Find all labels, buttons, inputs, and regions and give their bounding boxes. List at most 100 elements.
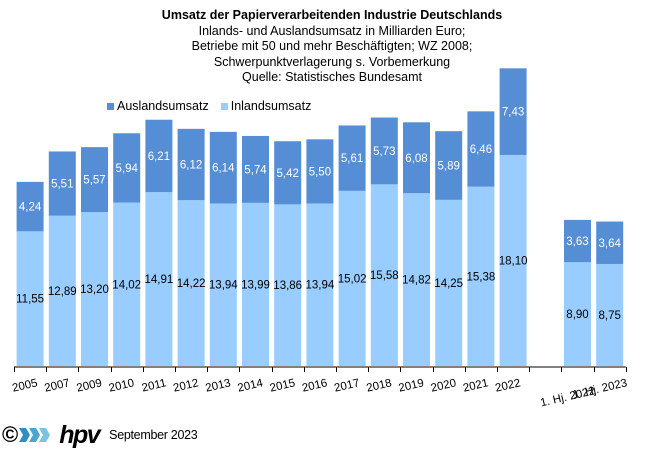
bar-auslandsumsatz bbox=[242, 135, 269, 203]
bar-inlandsumsatz bbox=[177, 200, 205, 366]
x-tick-label: 2022 bbox=[494, 377, 522, 394]
data-label-auslandsumsatz: 4,24 bbox=[19, 202, 42, 214]
x-tick-label: 1. Hj. 2023 bbox=[571, 377, 628, 401]
legend-swatch-inlandsumsatz bbox=[220, 102, 228, 110]
x-tick-label: 2016 bbox=[301, 377, 329, 394]
chart-subtitle-line-3: Schwerpunktverlagerung s. Vorbemerkung bbox=[213, 54, 451, 69]
footer: © hpv September 2023 bbox=[0, 422, 198, 448]
bar-auslandsumsatz bbox=[338, 125, 366, 191]
data-label-auslandsumsatz: 5,74 bbox=[244, 164, 267, 176]
legend-item-inlandsumsatz: Inlandsumsatz bbox=[220, 99, 312, 113]
bar-inlandsumsatz bbox=[113, 202, 141, 366]
data-label-auslandsumsatz: 5,42 bbox=[277, 168, 299, 180]
data-label-auslandsumsatz: 5,94 bbox=[116, 163, 139, 175]
data-label-auslandsumsatz: 6,08 bbox=[405, 153, 427, 165]
bar-inlandsumsatz bbox=[145, 192, 173, 366]
bar-inlandsumsatz bbox=[403, 193, 430, 366]
data-label-auslandsumsatz: 5,57 bbox=[83, 175, 105, 187]
legend-label-auslandsumsatz: Auslandsumsatz bbox=[117, 99, 209, 113]
bar-inlandsumsatz bbox=[81, 212, 108, 366]
x-tick-label: 2013 bbox=[204, 377, 232, 394]
data-label-inlandsumsatz: 15,02 bbox=[338, 273, 367, 285]
x-tick-label: 2011 bbox=[141, 377, 168, 394]
bar-inlandsumsatz bbox=[467, 186, 495, 366]
data-label-auslandsumsatz: 6,46 bbox=[470, 144, 492, 156]
data-label-inlandsumsatz: 12,89 bbox=[48, 286, 77, 298]
data-label-auslandsumsatz: 6,12 bbox=[180, 160, 202, 172]
bar-auslandsumsatz bbox=[435, 131, 463, 200]
data-label-inlandsumsatz: 14,82 bbox=[402, 275, 431, 287]
chart-subtitle-line-1: Inlands- und Auslandsumsatz in Milliarde… bbox=[198, 23, 466, 38]
x-tick-label: 2015 bbox=[269, 377, 297, 394]
x-tick-label: 2018 bbox=[365, 377, 393, 394]
data-label-inlandsumsatz: 13,94 bbox=[306, 280, 335, 292]
bar-auslandsumsatz bbox=[209, 131, 237, 204]
bar-auslandsumsatz bbox=[564, 219, 591, 263]
bar-inlandsumsatz bbox=[435, 199, 463, 366]
bar-auslandsumsatz bbox=[596, 221, 624, 264]
data-label-inlandsumsatz: 8,90 bbox=[566, 309, 588, 321]
x-tick-label: 2005 bbox=[11, 377, 39, 394]
bar-inlandsumsatz bbox=[48, 215, 76, 366]
data-label-inlandsumsatz: 18,10 bbox=[499, 255, 528, 267]
bar-auslandsumsatz bbox=[370, 117, 398, 185]
bar-inlandsumsatz bbox=[596, 263, 624, 366]
bar-auslandsumsatz bbox=[274, 141, 302, 205]
bar-inlandsumsatz bbox=[338, 190, 366, 366]
data-label-inlandsumsatz: 14,25 bbox=[434, 278, 463, 290]
bar-auslandsumsatz bbox=[48, 151, 76, 216]
data-label-auslandsumsatz: 3,63 bbox=[566, 236, 588, 248]
hpv-logo-waves-icon bbox=[19, 428, 51, 442]
x-tick-label: 2020 bbox=[430, 377, 458, 394]
legend-label-inlandsumsatz: Inlandsumsatz bbox=[230, 99, 312, 113]
data-label-inlandsumsatz: 11,55 bbox=[16, 294, 44, 306]
x-tick-label: 2009 bbox=[76, 377, 104, 394]
data-label-auslandsumsatz: 6,21 bbox=[148, 151, 170, 163]
bar-inlandsumsatz bbox=[564, 262, 591, 366]
data-label-auslandsumsatz: 5,61 bbox=[341, 153, 363, 165]
data-label-auslandsumsatz: 6,14 bbox=[212, 163, 235, 175]
chart-title: Umsatz der Papierverarbeitenden Industri… bbox=[161, 8, 503, 22]
bar-inlandsumsatz bbox=[209, 203, 237, 366]
bar-inlandsumsatz bbox=[306, 203, 334, 366]
data-label-auslandsumsatz: 5,50 bbox=[309, 166, 331, 178]
x-tick-label: 2014 bbox=[237, 377, 265, 395]
footer-date: September 2023 bbox=[109, 428, 198, 442]
data-label-inlandsumsatz: 15,38 bbox=[467, 271, 496, 283]
data-label-auslandsumsatz: 7,43 bbox=[502, 107, 524, 119]
data-label-inlandsumsatz: 14,91 bbox=[145, 274, 174, 286]
data-label-inlandsumsatz: 13,94 bbox=[209, 280, 238, 292]
data-label-inlandsumsatz: 8,75 bbox=[599, 310, 621, 322]
data-label-inlandsumsatz: 13,99 bbox=[241, 279, 270, 291]
x-tick-label: 2007 bbox=[43, 377, 71, 394]
bar-auslandsumsatz bbox=[145, 119, 173, 193]
copyright-icon: © bbox=[2, 422, 19, 447]
bar-inlandsumsatz bbox=[242, 202, 269, 366]
bar-inlandsumsatz bbox=[16, 231, 44, 366]
legend-item-auslandsumsatz: Auslandsumsatz bbox=[107, 99, 209, 113]
bar-auslandsumsatz bbox=[16, 181, 44, 232]
data-label-inlandsumsatz: 13,20 bbox=[80, 284, 109, 296]
data-label-auslandsumsatz: 5,51 bbox=[51, 179, 73, 191]
data-label-auslandsumsatz: 3,64 bbox=[599, 238, 622, 250]
bar-inlandsumsatz bbox=[499, 154, 527, 366]
chart-titles: Umsatz der Papierverarbeitenden Industri… bbox=[0, 8, 665, 86]
bar-inlandsumsatz bbox=[274, 204, 302, 366]
data-label-inlandsumsatz: 14,02 bbox=[112, 279, 141, 291]
x-tick-label: 2010 bbox=[108, 377, 136, 394]
bar-auslandsumsatz bbox=[177, 128, 205, 201]
data-label-inlandsumsatz: 13,86 bbox=[273, 280, 302, 292]
bar-auslandsumsatz bbox=[403, 122, 430, 194]
data-label-inlandsumsatz: 14,22 bbox=[177, 278, 206, 290]
chart-source: Quelle: Statistisches Bundesamt bbox=[242, 70, 422, 84]
data-label-auslandsumsatz: 5,89 bbox=[438, 161, 460, 173]
legend: Auslandsumsatz Inlandsumsatz bbox=[107, 99, 323, 113]
chart-subtitle-line-2: Betriebe mit 50 und mehr Beschäftigten; … bbox=[191, 39, 473, 53]
bar-auslandsumsatz bbox=[499, 68, 527, 155]
bar-auslandsumsatz bbox=[467, 111, 495, 187]
bar-inlandsumsatz bbox=[370, 184, 398, 366]
x-tick-label: 2019 bbox=[398, 377, 426, 394]
data-label-auslandsumsatz: 5,73 bbox=[373, 146, 395, 158]
x-tick-label: 2017 bbox=[333, 377, 361, 394]
